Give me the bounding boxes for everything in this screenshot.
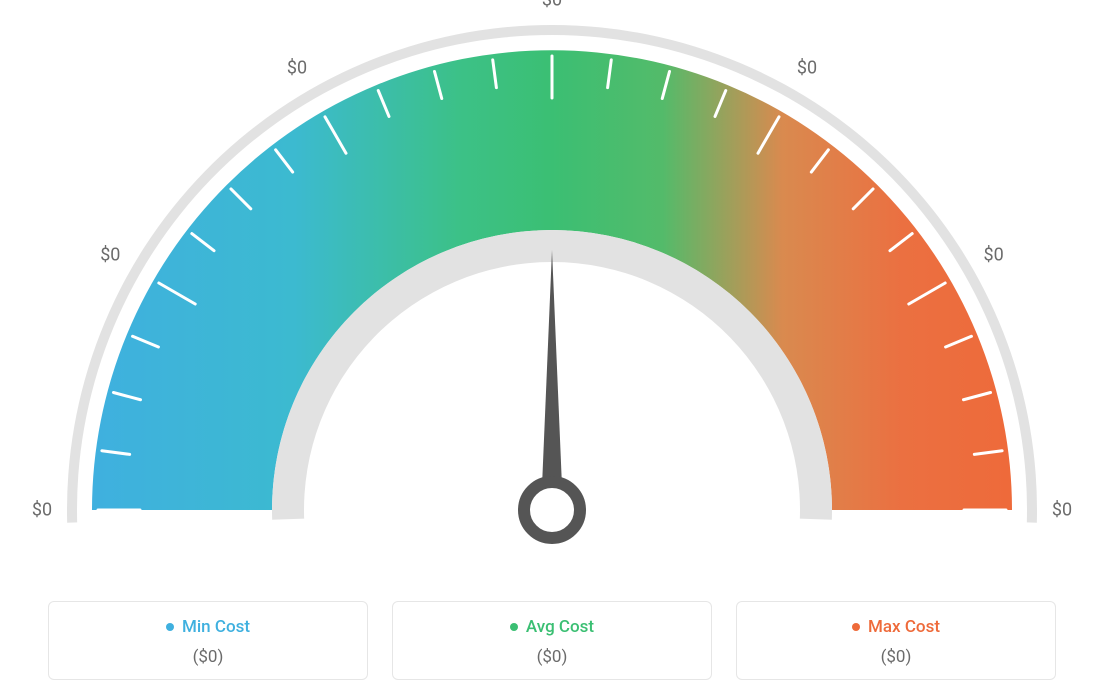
gauge-scale-label-4: $0 (797, 58, 817, 79)
legend-title-max: Max Cost (852, 617, 940, 637)
gauge-needle-hub (524, 482, 580, 538)
legend-label-min: Min Cost (182, 617, 250, 637)
legend-card-max: Max Cost ($0) (736, 601, 1056, 680)
legend-title-avg: Avg Cost (510, 617, 594, 637)
gauge-scale-label-0: $0 (32, 500, 52, 521)
legend-dot-min (166, 623, 174, 631)
legend-value-min: ($0) (59, 647, 357, 667)
gauge-scale-label-1: $0 (100, 245, 120, 266)
legend-dot-avg (510, 623, 518, 631)
legend-row: Min Cost ($0) Avg Cost ($0) Max Cost ($0… (40, 601, 1064, 680)
legend-card-avg: Avg Cost ($0) (392, 601, 712, 680)
gauge-scale-label-3: $0 (542, 0, 562, 11)
legend-value-max: ($0) (747, 647, 1045, 667)
legend-dot-max (852, 623, 860, 631)
legend-value-avg: ($0) (403, 647, 701, 667)
gauge-scale-label-2: $0 (287, 58, 307, 79)
gauge-scale-label-6: $0 (1052, 500, 1072, 521)
gauge-svg (0, 0, 1104, 560)
legend-card-min: Min Cost ($0) (48, 601, 368, 680)
gauge-scale-label-5: $0 (984, 245, 1004, 266)
gauge-chart: $0 $0 $0 $0 $0 $0 $0 (0, 0, 1104, 560)
legend-label-avg: Avg Cost (526, 617, 594, 637)
legend-label-max: Max Cost (868, 617, 940, 637)
legend-title-min: Min Cost (166, 617, 250, 637)
gauge-needle (541, 250, 563, 510)
